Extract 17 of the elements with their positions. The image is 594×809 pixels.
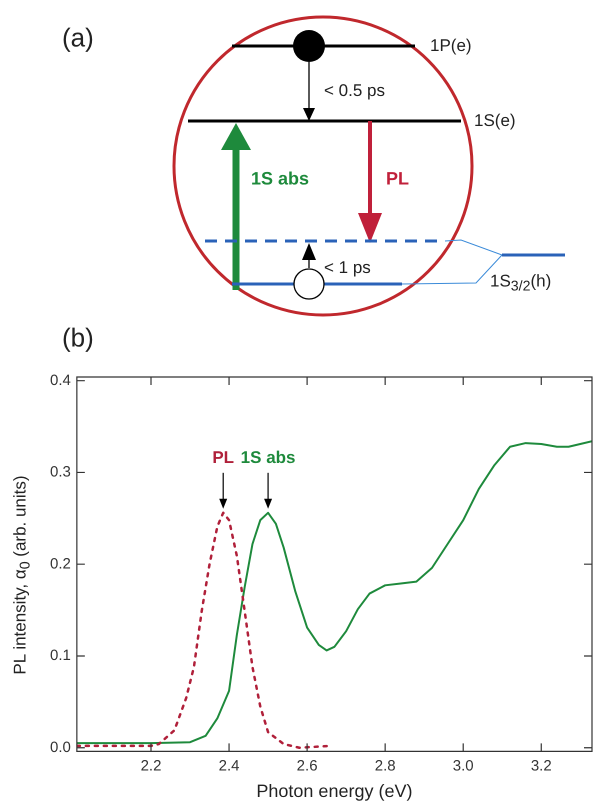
annotation: PL — [212, 448, 234, 467]
y-tick-label: 0.3 — [50, 464, 71, 481]
x-tick-label: 3.0 — [452, 758, 474, 775]
x-tick-label: 3.2 — [530, 758, 552, 775]
x-tick-label: 2.2 — [140, 758, 162, 775]
text: (a) — [62, 22, 94, 54]
text: (b) — [62, 322, 94, 354]
x-tick-label: 2.4 — [218, 758, 240, 775]
x-tick-label: 2.6 — [296, 758, 318, 775]
y-tick-label: 0.0 — [50, 738, 71, 756]
x-axis-title: Photon energy (eV) — [256, 781, 412, 802]
energy-level-diagram: 1P(e) < 0.5 ps 1S(e) 1S abs PL < 1 ps 1S$_{3/2}$(h) — [172, 15, 566, 318]
annotation: 1S abs — [240, 448, 296, 467]
y-tick-label: 0.2 — [50, 555, 71, 572]
y-tick-label: 0.1 — [50, 647, 71, 664]
y-tick-label: 0.4 — [50, 372, 71, 389]
x-tick-label: 2.8 — [374, 758, 396, 775]
